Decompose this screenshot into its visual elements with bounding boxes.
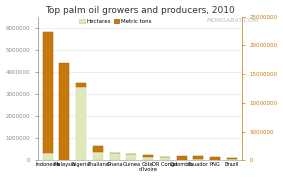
Text: MONGABAY.COM: MONGABAY.COM <box>207 18 259 23</box>
Bar <box>227 158 237 160</box>
Bar <box>143 155 153 160</box>
Legend: Hectares, Metric tons: Hectares, Metric tons <box>77 17 154 26</box>
Bar <box>93 146 103 160</box>
Bar <box>177 156 186 160</box>
Bar <box>59 65 70 160</box>
Bar <box>160 156 170 160</box>
Bar <box>193 156 203 160</box>
Bar <box>210 157 220 160</box>
Bar <box>210 157 220 160</box>
Bar <box>76 83 86 160</box>
Bar <box>43 32 53 160</box>
Bar <box>160 156 170 157</box>
Bar <box>127 154 136 160</box>
Bar <box>143 155 153 157</box>
Bar <box>193 156 203 159</box>
Bar <box>59 63 70 160</box>
Bar <box>93 146 103 152</box>
Bar <box>177 156 186 160</box>
Bar <box>76 83 86 87</box>
Bar <box>43 32 53 153</box>
Title: Top palm oil growers and producers, 2010: Top palm oil growers and producers, 2010 <box>45 6 235 15</box>
Bar <box>110 153 120 160</box>
Bar <box>227 158 237 159</box>
